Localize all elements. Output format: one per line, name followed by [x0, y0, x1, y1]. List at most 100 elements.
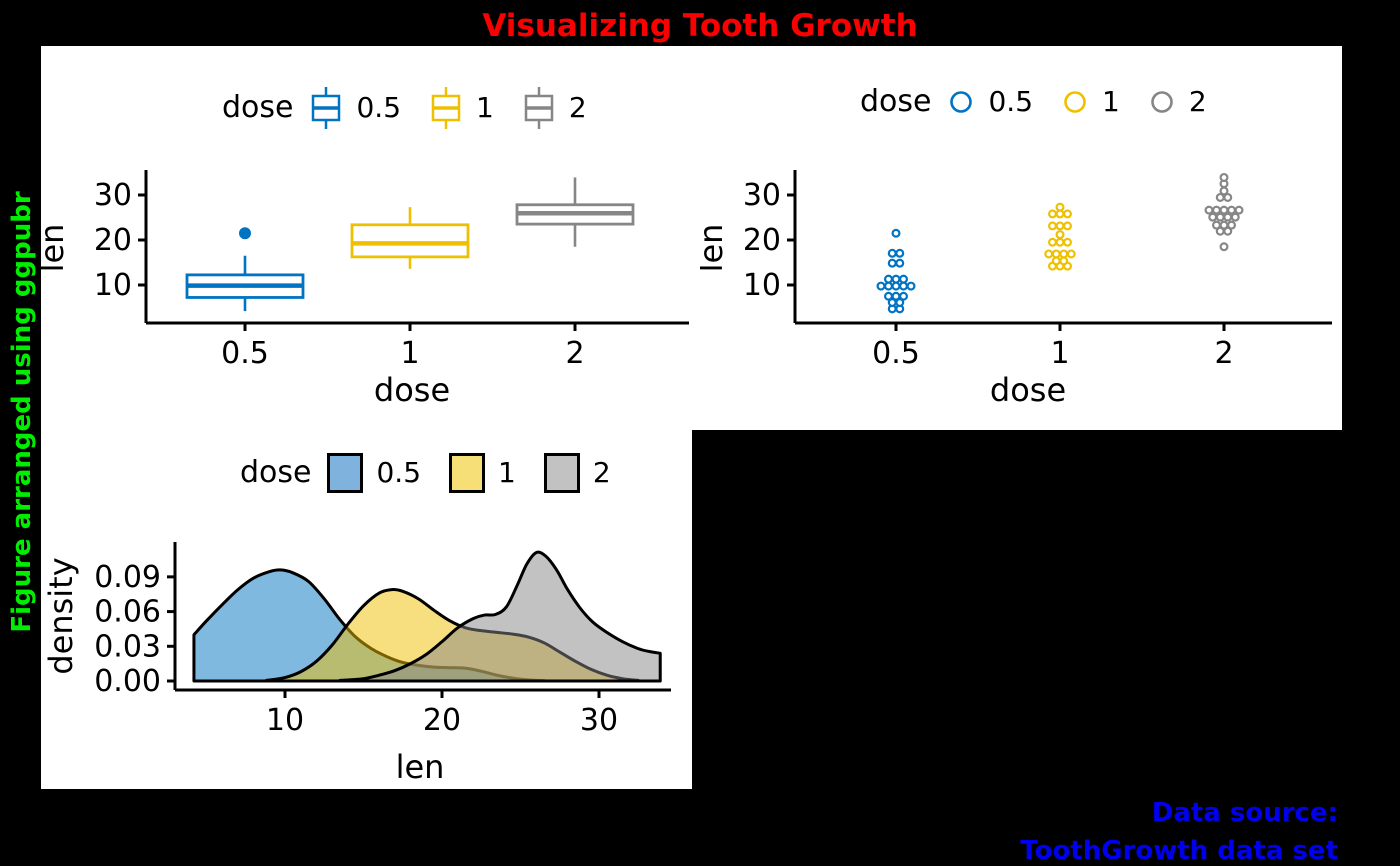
data-dot [1048, 237, 1058, 247]
legend-item-dose-2: 2 [543, 453, 611, 493]
box-group-dose-2 [515, 177, 635, 247]
data-dot [1063, 237, 1073, 247]
data-dot [1223, 192, 1233, 202]
box-group-dose-0.5 [185, 227, 305, 312]
legend-label: 0.5 [356, 91, 402, 124]
data-dot [1215, 212, 1225, 222]
legend-swatch-circle [1151, 91, 1173, 113]
y-tick-label: 0.00 [94, 664, 161, 699]
data-dot [895, 298, 905, 308]
data-dot [891, 228, 901, 238]
data-dot [1211, 220, 1221, 230]
data-dot [1223, 212, 1233, 222]
legend-glyph [429, 85, 463, 131]
data-dot [1048, 209, 1058, 219]
data-dot [1219, 172, 1229, 182]
data-dot [1063, 209, 1073, 219]
y-tick-label: 0.03 [94, 629, 161, 664]
x-tick-label: 0.5 [872, 336, 920, 371]
data-dot [1219, 186, 1229, 196]
source-line-2: ToothGrowth data set [1020, 836, 1338, 866]
data-dot [1208, 212, 1218, 222]
data-dot [1223, 226, 1233, 236]
box-group-dose-1 [350, 207, 470, 269]
figure-source-caption: Data source: ToothGrowth data set [1020, 794, 1338, 866]
data-dot [1055, 221, 1065, 231]
dot-group-dose-1 [1044, 202, 1076, 271]
outlier-point [239, 227, 251, 240]
source-line-1: Data source: [1151, 798, 1338, 828]
y-tick-label: 0.09 [94, 560, 161, 595]
figure-left-caption: Figure arranged using ggpubr [7, 191, 37, 633]
data-dot [1219, 242, 1229, 252]
legend-label: 0.5 [376, 456, 422, 489]
dot-group-dose-2 [1204, 172, 1244, 252]
legend-circle [950, 91, 973, 113]
data-dot [876, 281, 886, 291]
y-tick-label: 20 [743, 223, 781, 258]
data-dot [1226, 220, 1236, 230]
legend-swatch-circle [950, 91, 973, 113]
data-dot [1048, 221, 1058, 231]
data-dot [1055, 230, 1065, 240]
legend-circle [1151, 91, 1173, 113]
legend-item-dose-0.5: 0.5 [327, 453, 421, 493]
legend-label: 2 [1188, 85, 1207, 118]
legend-swatch-square [449, 453, 486, 493]
data-dot [1055, 237, 1065, 247]
legend-item-dose-1: 1 [429, 85, 494, 131]
legend-item-dose-0.5: 0.5 [309, 85, 401, 131]
legend-glyph [947, 88, 975, 116]
data-dot [1226, 205, 1236, 215]
box-plot-svg: 10 20 30 0.5 1 2 dose len [41, 170, 689, 409]
legend-swatch-circle [1064, 91, 1086, 113]
y-axis-title: len [700, 224, 730, 273]
legend-item-dose-2: 2 [1148, 88, 1207, 116]
legend-glyph [1061, 88, 1089, 116]
legend-glyph [449, 453, 486, 493]
y-tick-label: 20 [94, 223, 132, 258]
data-dot [895, 248, 905, 258]
data-dot [1051, 249, 1061, 259]
y-tick-label: 30 [743, 178, 781, 213]
x-tick-label: 30 [580, 703, 618, 738]
x-tick-label: 2 [1214, 336, 1233, 371]
dot-plot-legend: dose 0.5 1 2 [860, 87, 1207, 117]
legend-label: 2 [592, 456, 611, 489]
y-tick-label: 10 [743, 268, 781, 303]
y-tick-label: 10 [94, 268, 132, 303]
white-panel-top [41, 46, 1342, 430]
data-dot [1219, 220, 1229, 230]
box-plot-legend: dose 0.5 1 2 [222, 85, 587, 131]
data-dot [899, 291, 909, 301]
data-dot [891, 291, 901, 301]
x-tick-label: 20 [423, 703, 461, 738]
legend-circle [1064, 91, 1086, 113]
data-dot [891, 274, 901, 284]
legend-glyph [309, 85, 343, 131]
legend-swatch-boxplot [524, 87, 554, 129]
data-dot [891, 281, 901, 291]
legend-title: dose [860, 84, 932, 119]
data-dot [887, 258, 897, 268]
data-dot [1234, 205, 1244, 215]
legend-swatch-boxplot [312, 87, 341, 129]
legend-label: 2 [568, 91, 587, 124]
data-dot [906, 281, 916, 291]
data-dot [899, 281, 909, 291]
y-axis-title: density [42, 557, 80, 674]
x-tick-label: 2 [565, 336, 584, 371]
y-tick-label: 0.06 [94, 595, 161, 630]
x-axis-title: dose [374, 371, 450, 409]
legend-swatch-boxplot [431, 87, 461, 129]
legend-swatch-square [327, 453, 364, 493]
legend-glyph [522, 85, 556, 131]
box [350, 223, 470, 259]
data-dot [1044, 249, 1054, 259]
data-dot [1230, 212, 1240, 222]
data-dot [895, 258, 905, 268]
legend-label: 1 [476, 91, 494, 124]
legend-item-dose-2: 2 [522, 85, 587, 131]
dot-group-dose-0.5 [876, 228, 916, 314]
